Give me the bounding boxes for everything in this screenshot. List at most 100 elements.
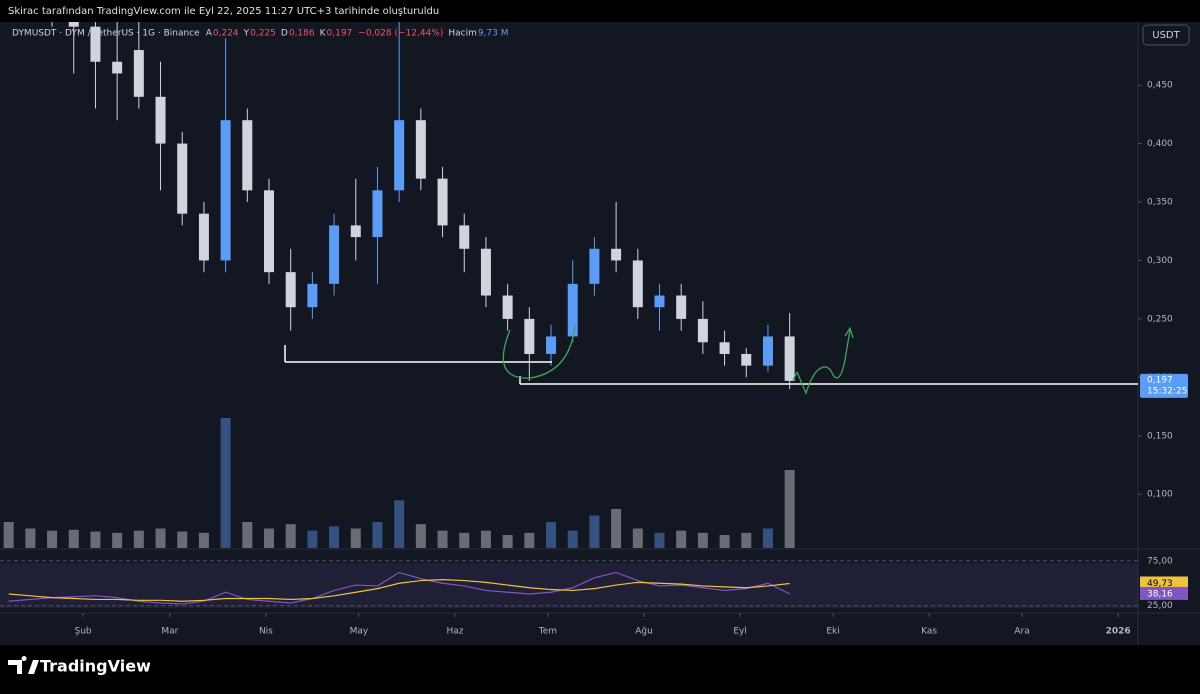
legend-value: 9,73 M — [478, 29, 509, 39]
volume-bar — [90, 531, 101, 548]
countdown: 15:32:25 — [1147, 386, 1187, 396]
candle-body — [437, 178, 448, 226]
volume-bar — [697, 532, 708, 548]
candle-body — [372, 190, 383, 238]
candle-body — [784, 336, 795, 381]
x-tick-label: Şub — [74, 627, 91, 637]
x-tick-label: 2026 — [1106, 627, 1131, 637]
chart-area — [0, 22, 1200, 645]
volume-bar — [437, 530, 448, 548]
arrow-drawing — [792, 326, 854, 395]
price-label: 0,197 — [1147, 375, 1173, 385]
currency-button[interactable] — [1142, 24, 1190, 46]
candle-body — [654, 295, 665, 308]
volume-bar — [654, 532, 665, 548]
x-tick-label: Ara — [1014, 627, 1029, 637]
volume-bar — [112, 532, 123, 548]
brand-logo — [8, 656, 39, 674]
volume-bar — [155, 528, 166, 548]
volume-bar — [264, 528, 275, 548]
y-tick-label: 0,300 — [1147, 256, 1173, 266]
volume-bar — [394, 500, 405, 548]
rsi-label-box — [1140, 586, 1188, 600]
x-tick-label: Ağu — [635, 627, 653, 637]
price-pane — [3, 22, 795, 548]
candle-body — [719, 342, 730, 354]
candle-body — [611, 248, 622, 261]
candle-body — [394, 120, 405, 191]
y-tick-label: 0,150 — [1147, 431, 1173, 441]
candle-body — [415, 120, 426, 179]
candle-body — [480, 248, 491, 296]
legend-label: Y — [243, 29, 250, 39]
volume-bar — [307, 530, 318, 548]
candle-body — [112, 61, 123, 74]
legend-label: Hacim — [448, 29, 477, 39]
candle-body — [632, 260, 643, 308]
volume-bar — [198, 532, 209, 548]
rsi-ma-label: 49,73 — [1147, 579, 1173, 589]
candle-body — [459, 225, 470, 249]
rsi-tick-label: 25,00 — [1147, 601, 1173, 611]
volume-bar — [285, 524, 296, 548]
candle-body — [329, 225, 340, 284]
x-tick-label: Kas — [921, 627, 937, 637]
legend-value: 0,224 — [213, 29, 239, 39]
volume-bar — [177, 531, 188, 548]
legend-label: D — [281, 29, 288, 39]
volume-bar — [415, 524, 426, 548]
candle-body — [567, 283, 578, 337]
y-tick-label: 0,450 — [1147, 81, 1173, 91]
candle-body — [220, 120, 231, 261]
volume-bar — [329, 526, 340, 548]
brand-name: TradingView — [40, 657, 151, 676]
rsi-ma-label-box — [1140, 576, 1188, 590]
price-label-box — [1140, 373, 1188, 398]
volume-bar — [719, 535, 730, 548]
volume-bar — [502, 535, 513, 548]
legend: DYMUSDT · DYM / TetherUS · 1G · Binance … — [12, 29, 509, 39]
candle-body — [589, 248, 600, 284]
drawings — [284, 324, 1138, 395]
volume-bar — [611, 509, 622, 548]
x-tick-label: Eyl — [733, 627, 747, 637]
brand: TradingView — [8, 656, 151, 676]
candle-body — [177, 143, 188, 214]
volume-bar — [589, 515, 600, 548]
legend-value: 0,197 — [327, 29, 353, 39]
legend-label: A — [206, 29, 213, 39]
volume-bar — [762, 528, 773, 548]
candle-body — [90, 26, 101, 62]
volume-bar — [220, 418, 231, 548]
legend-value: 0,186 — [289, 29, 315, 39]
volume-bar — [567, 530, 578, 548]
candle-body — [68, 22, 79, 27]
candle-body — [285, 272, 296, 308]
rsi-label: 38,16 — [1147, 589, 1173, 599]
candle-body — [242, 120, 253, 191]
candle-body — [697, 318, 708, 343]
rsi-line — [8, 571, 790, 605]
symbol: DYMUSDT · DYM / TetherUS · 1G · Binance — [12, 29, 200, 39]
candle-body — [676, 295, 687, 319]
x-tick-label: Mar — [161, 627, 178, 637]
rsi-ma-line — [8, 579, 790, 602]
candle-body — [762, 336, 773, 366]
x-tick-label: May — [350, 627, 369, 637]
volume-bar — [741, 532, 752, 548]
volume-bar — [480, 530, 491, 548]
y-tick-label: 0,250 — [1147, 314, 1173, 324]
volume-bar — [25, 528, 36, 548]
ohlc-legend: A 0,224 Y 0,225 D 0,186 K 0,197 −0,028 (−12,44%)… — [206, 29, 509, 39]
candle-body — [264, 190, 275, 273]
candle-body — [198, 213, 209, 261]
volume-bar — [784, 470, 795, 548]
volume-bar — [68, 529, 79, 548]
candle-body — [546, 336, 557, 354]
volume-bar — [546, 522, 557, 548]
volume-bar — [47, 530, 58, 548]
ellipse-drawing — [502, 324, 576, 379]
candle-body — [350, 225, 361, 238]
x-tick-label: Tem — [538, 627, 557, 637]
